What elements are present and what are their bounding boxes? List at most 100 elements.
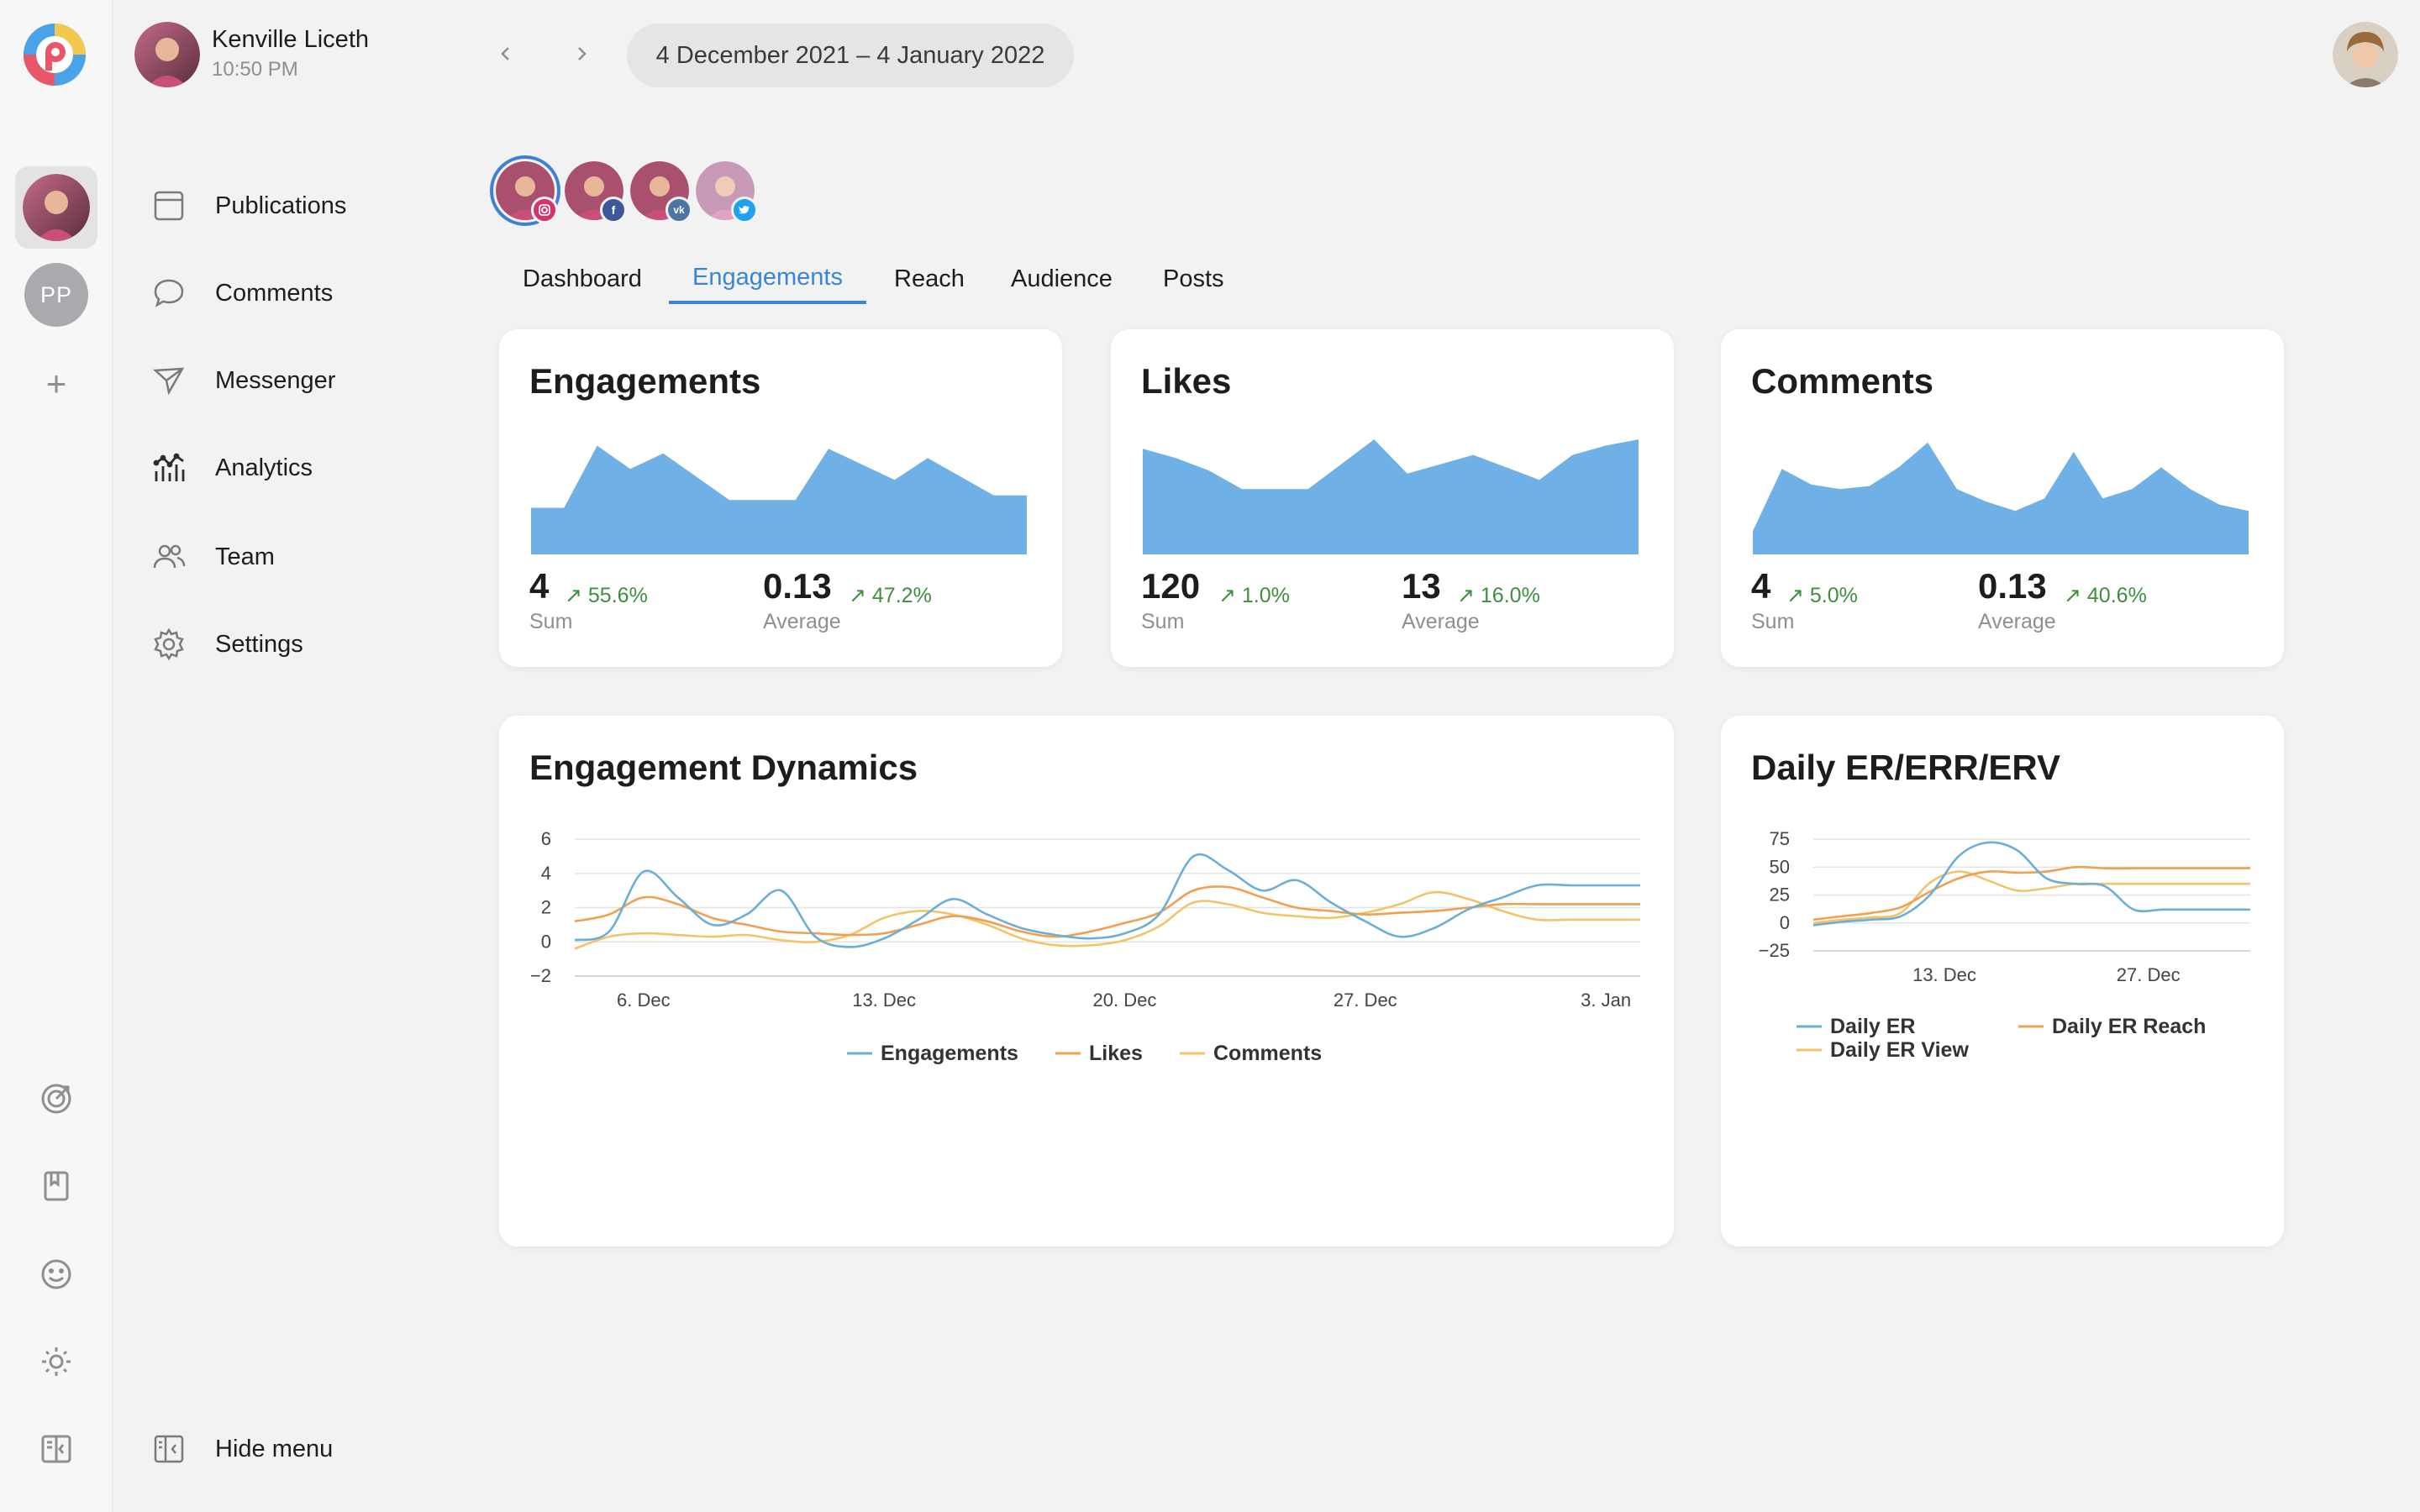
comments-sparkline (1753, 442, 2249, 554)
menu-label: Analytics (215, 454, 313, 481)
average-value: 0.13 (1978, 566, 2047, 606)
average-label: Average (1978, 610, 2056, 633)
smiley-icon[interactable] (37, 1255, 76, 1294)
sum-change: ↗ 1.0% (1218, 584, 1290, 607)
series-line-daily-er-view[interactable] (1812, 870, 2250, 925)
menu-item-analytics[interactable]: Analytics (150, 443, 313, 493)
x-tick-label: 20. Dec (1093, 990, 1157, 1011)
menu-item-team[interactable]: Team (150, 532, 275, 582)
trend-up-icon: ↗ (1457, 584, 1481, 607)
speech-bubble-icon (150, 274, 188, 312)
legend-item[interactable]: Engagements (881, 1042, 1018, 1065)
tab-audience[interactable]: Audience (1011, 265, 1113, 292)
tab-engagements[interactable]: Engagements (669, 254, 866, 304)
card-title: Engagements (529, 361, 761, 401)
y-tick-label: 6 (541, 828, 551, 849)
series-line-comments[interactable] (574, 890, 1640, 950)
engagements-summary-card: Engagements 4 ↗ 55.6% Sum 0.13 ↗ 47.2% A… (499, 329, 1062, 667)
chart-title: Engagement Dynamics (529, 748, 918, 787)
legend-item[interactable]: Daily ER View (1830, 1038, 1969, 1062)
average-value: 0.13 (763, 566, 832, 606)
average-change: ↗ 47.2% (849, 584, 932, 607)
channel-vk[interactable]: vk (630, 161, 692, 223)
theme-sun-icon[interactable] (37, 1342, 76, 1381)
engagement-dynamics-chart: −2 0 2 4 6 6. Dec 13. Dec 20. Dec 27. Dec 3. Jan E… (530, 828, 1640, 1065)
average-label: Average (763, 610, 841, 633)
legend-item[interactable]: Daily ER Reach (2052, 1015, 2206, 1038)
y-tick-label: 2 (541, 897, 551, 918)
team-icon (150, 538, 188, 576)
card-title: Likes (1141, 361, 1232, 401)
account-switcher-active[interactable] (15, 166, 97, 249)
sum-label: Sum (1751, 610, 1795, 633)
menu-item-messenger[interactable]: Messenger (150, 355, 335, 406)
instagram-icon (531, 197, 558, 223)
menu-label: Publications (215, 192, 347, 219)
sparkline-area (1753, 442, 2249, 554)
y-tick-label: 4 (541, 863, 551, 884)
target-icon[interactable] (37, 1079, 76, 1118)
current-account-avatar[interactable] (134, 22, 200, 87)
user-profile-avatar[interactable] (2333, 22, 2398, 87)
gear-icon (150, 625, 188, 664)
menu-item-comments[interactable]: Comments (150, 268, 333, 318)
sum-value: 120 (1141, 566, 1201, 606)
x-tick-label: 13. Dec (852, 990, 916, 1011)
legend-item[interactable]: Daily ER (1830, 1015, 1915, 1038)
paper-plane-icon (150, 361, 188, 400)
tab-dashboard[interactable]: Dashboard (523, 265, 642, 292)
tab-posts[interactable]: Posts (1163, 265, 1224, 292)
trend-up-icon: ↗ (2064, 584, 2087, 607)
tab-reach[interactable]: Reach (894, 265, 965, 292)
series-line-daily-er-reach[interactable] (1812, 865, 2250, 921)
series-line-likes[interactable] (574, 885, 1640, 938)
average-value: 13 (1402, 566, 1441, 606)
legend-item[interactable]: Likes (1089, 1042, 1143, 1065)
date-range-picker[interactable]: 4 December 2021 – 4 January 2022 (627, 24, 1074, 87)
y-tick-label: 50 (1770, 856, 1790, 877)
calendar-icon (150, 186, 188, 225)
trend-up-icon: ↗ (1218, 584, 1242, 607)
facebook-icon: f (600, 197, 627, 223)
add-account-icon[interactable]: + (45, 364, 67, 403)
menu-label: Comments (215, 279, 334, 307)
trend-up-icon: ↗ (565, 584, 588, 607)
likes-sparkline (1143, 439, 1639, 554)
sum-label: Sum (1141, 610, 1185, 633)
x-tick-label: 27. Dec (1334, 990, 1397, 1011)
collapse-panel-icon[interactable] (37, 1430, 76, 1468)
account-avatar (23, 174, 90, 241)
y-tick-label: −25 (1759, 940, 1790, 961)
account-initials-avatar[interactable]: PP (24, 263, 88, 327)
channel-twitter[interactable] (696, 161, 758, 223)
sum-change: ↗ 55.6% (565, 584, 648, 607)
series-line-engagements[interactable] (574, 853, 1640, 948)
trend-up-icon: ↗ (849, 584, 872, 607)
y-tick-label: 25 (1770, 885, 1790, 906)
x-tick-label: 27. Dec (2117, 964, 2181, 985)
trend-up-icon: ↗ (1786, 584, 1810, 607)
sparkline-area (1143, 439, 1639, 554)
legend-item[interactable]: Comments (1213, 1042, 1322, 1065)
y-tick-label: 0 (541, 931, 551, 952)
next-period-button[interactable] (565, 37, 598, 71)
likes-summary-card: Likes 120 ↗ 1.0% Sum 13 ↗ 16.0% Average (1111, 329, 1674, 667)
app-logo[interactable] (22, 22, 87, 87)
series-line-daily-er[interactable] (1812, 841, 2250, 927)
menu-item-publications[interactable]: Publications (150, 181, 346, 231)
account-name: Kenville Liceth (212, 26, 369, 53)
y-tick-label: 75 (1770, 828, 1790, 849)
channel-instagram[interactable] (490, 155, 560, 226)
channel-facebook[interactable]: f (565, 161, 627, 223)
average-change: ↗ 16.0% (1457, 584, 1540, 607)
daily-er-card: Daily ER/ERR/ERV −25 0 25 50 75 13. Dec 27. De… (1721, 716, 2284, 1247)
previous-period-button[interactable] (489, 37, 523, 71)
bookmark-book-icon[interactable] (37, 1167, 76, 1205)
menu-item-settings[interactable]: Settings (150, 619, 303, 669)
hide-menu-icon (150, 1430, 188, 1468)
hide-menu-button[interactable]: Hide menu (150, 1424, 333, 1474)
y-tick-label: 0 (1780, 912, 1790, 933)
card-title: Comments (1751, 361, 1934, 401)
engagements-sparkline (531, 445, 1027, 554)
